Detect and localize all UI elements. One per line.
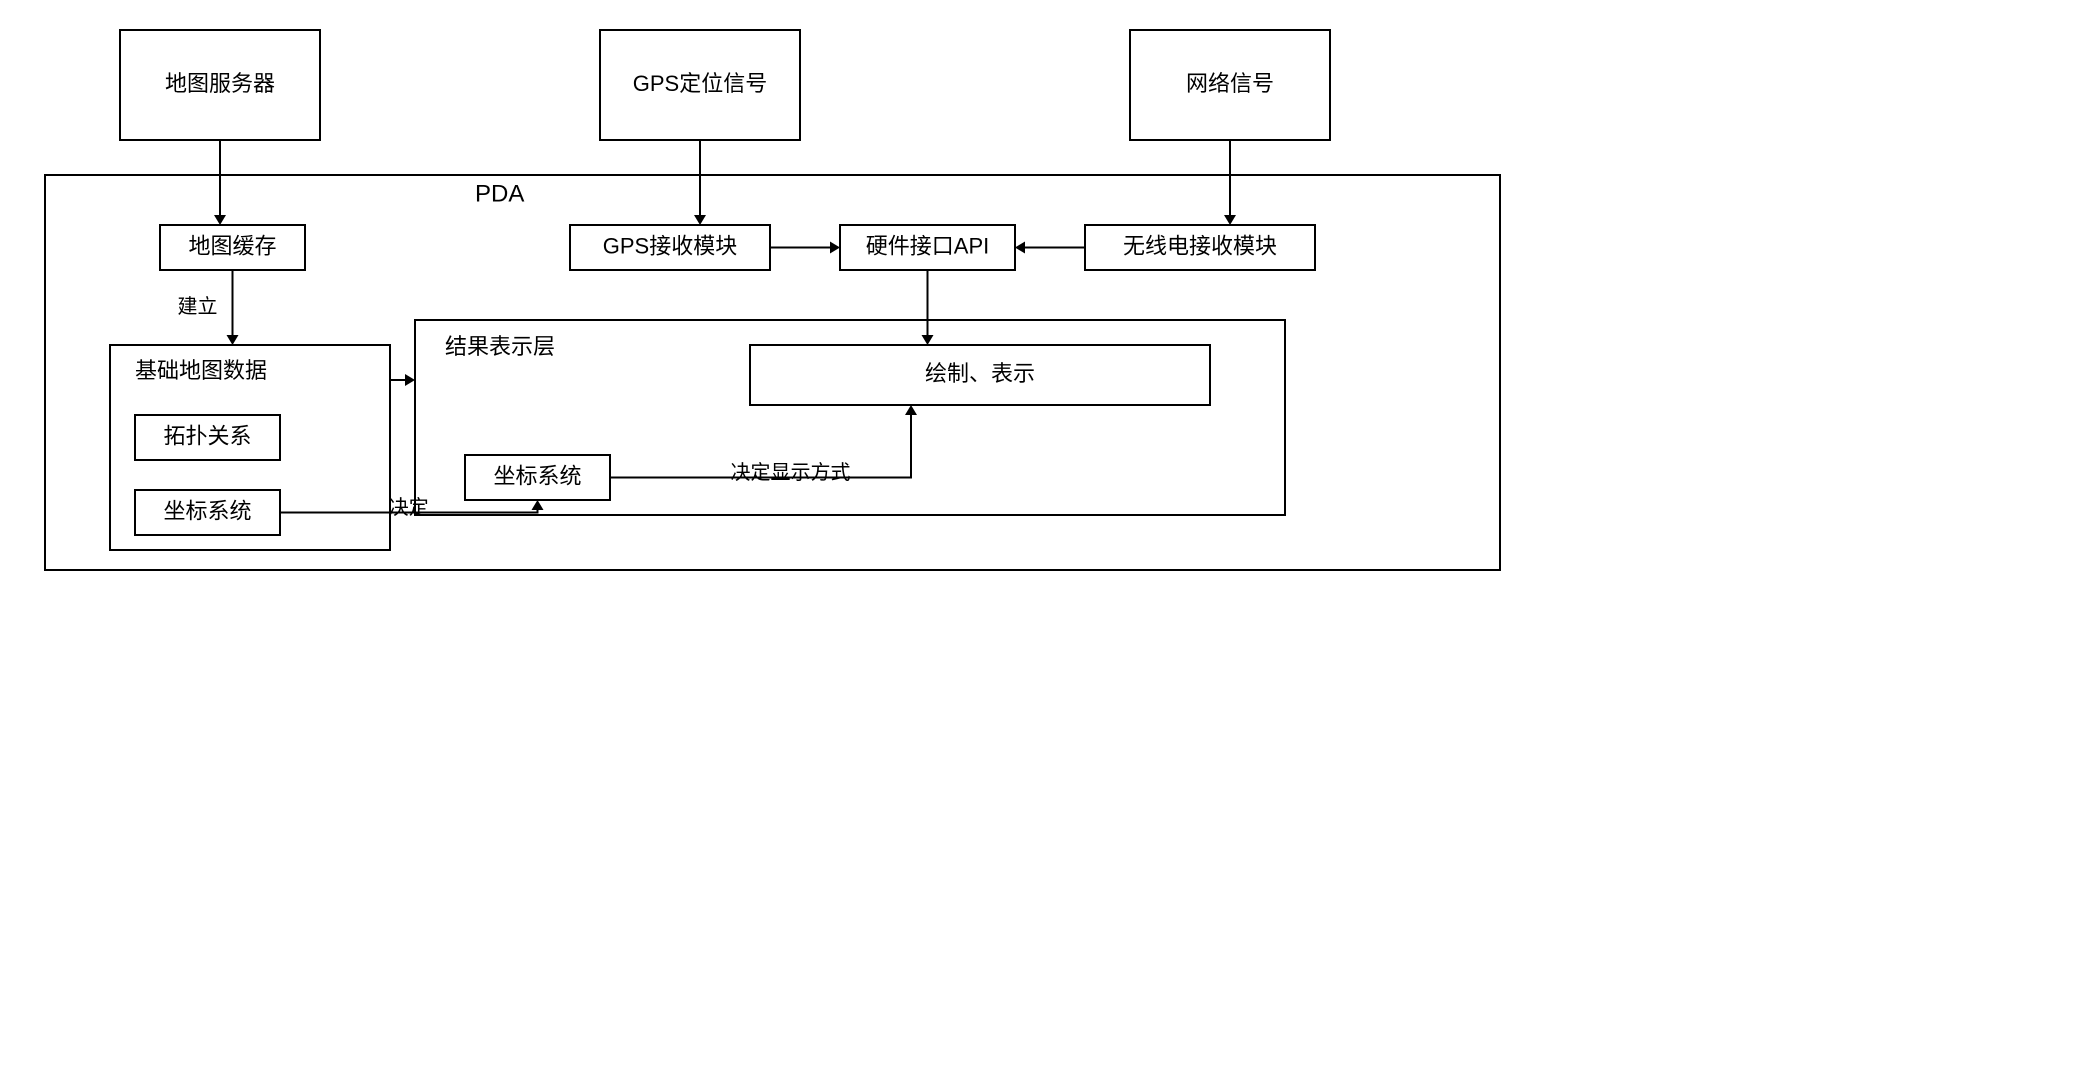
net-signal-label: 网络信号 [1186,71,1274,96]
coord-base-label: 坐标系统 [163,498,251,523]
gps-signal-label: GPS定位信号 [633,71,767,96]
edge-map-cache-base-map-frame-label: 建立 [178,295,218,318]
topo-label: 拓扑关系 [163,423,251,448]
base-map-frame-label: 基础地图数据 [135,358,267,383]
draw-show-label: 绘制、表示 [925,361,1035,386]
pda-label: PDA [475,180,524,207]
gps-recv-label: GPS接收模块 [603,233,737,258]
edge-coord-base-coord-result-label: 决定 [389,496,429,519]
result-frame-label: 结果表示层 [445,334,555,359]
edge-coord-result-draw-show-label: 决定显示方式 [731,461,851,484]
hw-api-label: 硬件接口API [866,233,989,258]
map-server-label: 地图服务器 [165,71,275,96]
coord-result-label: 坐标系统 [493,463,581,488]
radio-recv-label: 无线电接收模块 [1123,233,1277,258]
map-cache-label: 地图缓存 [188,233,276,258]
